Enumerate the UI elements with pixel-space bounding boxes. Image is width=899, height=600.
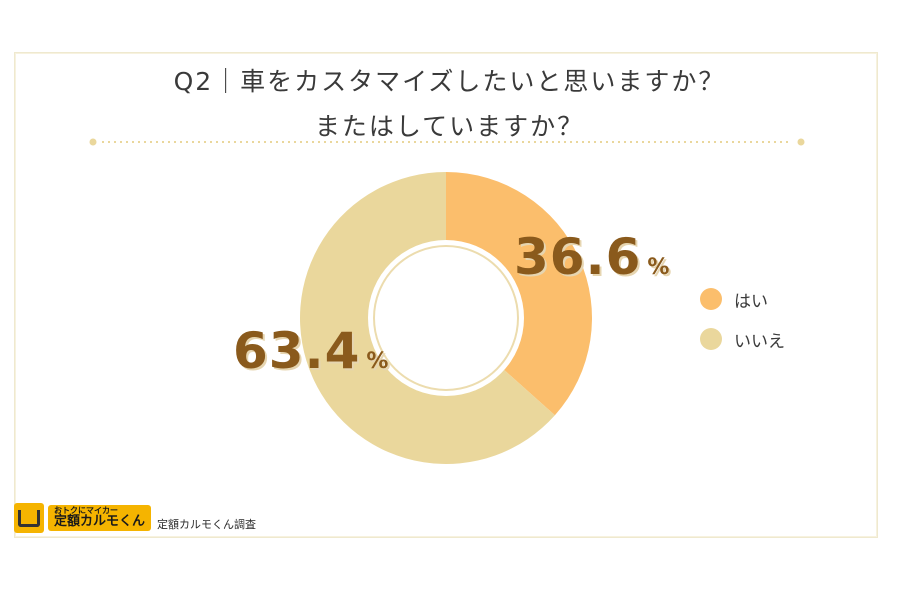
legend-swatch-yes (700, 288, 722, 310)
title-divider (89, 138, 805, 146)
legend: はい いいえ (700, 287, 785, 367)
data-label-no-value: 63.4 (233, 322, 361, 380)
logo-main-text: 定額カルモくん (54, 514, 146, 530)
donut-hole (373, 245, 519, 391)
legend-swatch-no (700, 328, 722, 350)
data-label-yes-value: 36.6 (514, 228, 642, 286)
chart-title-line2: またはしていますか？ (314, 112, 585, 141)
legend-item-no: いいえ (700, 327, 785, 352)
legend-label-no: いいえ (734, 331, 785, 352)
logo-badge: おトクにマイカー 定額カルモくん (48, 504, 152, 532)
legend-item-yes: はい (700, 287, 785, 312)
data-label-no: 63.4% (233, 322, 388, 380)
data-label-yes-unit: % (647, 255, 670, 280)
brand-logo: おトクにマイカー 定額カルモくん 定額カルモくん調査 (14, 503, 256, 533)
data-label-no-unit: % (366, 349, 389, 374)
chart-title-line1: Q2｜車をカスタマイズしたいと思いますか？ (173, 67, 726, 96)
legend-label-yes: はい (734, 291, 768, 312)
data-label-yes: 36.6% (514, 228, 669, 286)
logo-top-text: おトクにマイカー (54, 505, 118, 515)
source-caption: 定額カルモくん調査 (157, 518, 257, 531)
car-logo-icon (14, 503, 44, 533)
